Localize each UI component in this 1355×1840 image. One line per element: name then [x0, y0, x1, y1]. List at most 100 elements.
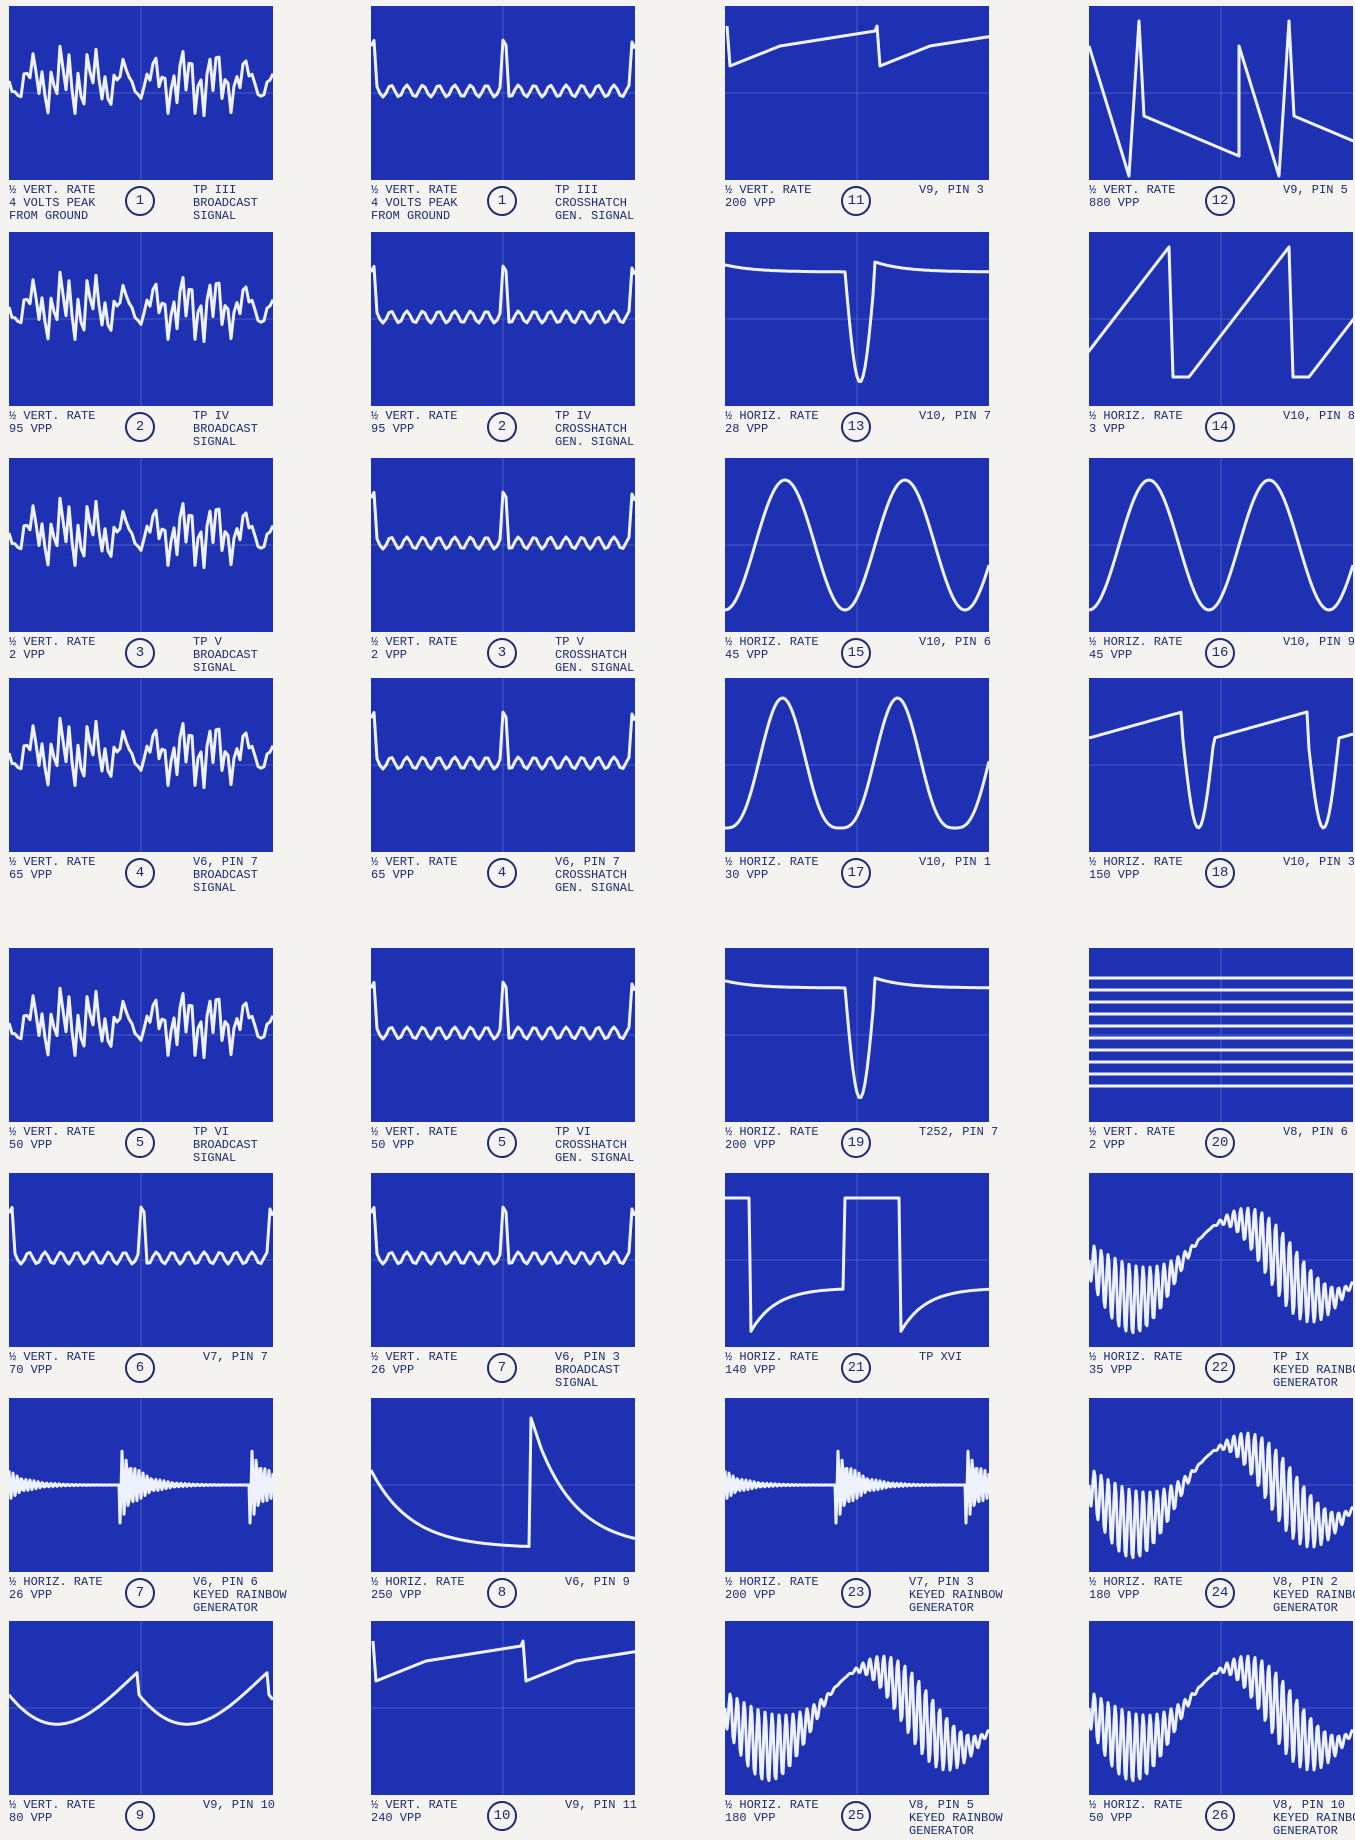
caption-line: GENERATOR — [1273, 1824, 1338, 1838]
caption-right: V8, PIN 6 — [1283, 1126, 1348, 1139]
caption-right: TP V BROADCAST SIGNAL — [193, 636, 258, 675]
caption-line: ½ HORIZ. RATE — [725, 1575, 819, 1589]
caption-left: ½ HORIZ. RATE 3 VPP — [1089, 410, 1183, 436]
caption-line: 2 VPP — [371, 648, 408, 662]
caption-left: ½ HORIZ. RATE 200 VPP — [725, 1576, 819, 1602]
caption-line: TP V — [555, 635, 584, 649]
scope-panel — [725, 1398, 989, 1572]
scope-panel — [725, 1173, 989, 1347]
scope-trace — [9, 458, 273, 632]
graticule — [1089, 678, 1353, 852]
figure-number: 8 — [487, 1578, 517, 1608]
caption-line: CROSSHATCH — [555, 648, 628, 662]
graticule — [1089, 1621, 1353, 1795]
figure-number: 5 — [125, 1128, 155, 1158]
caption-right: V9, PIN 11 — [565, 1799, 637, 1812]
caption-line: 80 VPP — [9, 1811, 53, 1825]
caption-left: ½ VERT. RATE 50 VPP — [9, 1126, 95, 1152]
scope-trace — [371, 1621, 635, 1795]
caption-left: ½ VERT. RATE 95 VPP — [371, 410, 457, 436]
caption-line: BROADCAST — [193, 196, 258, 210]
scope-panel — [725, 458, 989, 632]
caption-line: TP IV — [193, 409, 230, 423]
scope-panel — [9, 1398, 273, 1572]
caption-line: ½ HORIZ. RATE — [1089, 635, 1183, 649]
scope-trace — [725, 458, 989, 632]
figure-number: 2 — [487, 412, 517, 442]
caption-line: ½ VERT. RATE — [371, 1350, 458, 1364]
caption-left: ½ VERT. RATE 80 VPP — [9, 1799, 95, 1825]
scope-panel — [371, 6, 635, 180]
figure-number: 16 — [1205, 638, 1235, 668]
graticule — [725, 678, 989, 852]
figure-number: 26 — [1205, 1801, 1235, 1831]
caption-left: ½ VERT. RATE 200 VPP — [725, 184, 811, 210]
caption-line: TP XVI — [919, 1350, 963, 1364]
scope-trace — [1089, 232, 1353, 406]
scope-panel — [371, 678, 635, 852]
scope-panel — [725, 678, 989, 852]
graticule — [371, 1173, 635, 1347]
caption-left: ½ HORIZ. RATE 45 VPP — [1089, 636, 1183, 662]
waveform — [1089, 1431, 1353, 1560]
caption-line: SIGNAL — [193, 661, 237, 675]
caption-line: TP V — [193, 635, 222, 649]
scope-trace — [1089, 678, 1353, 852]
caption-line: 250 VPP — [371, 1588, 422, 1602]
figure-number: 25 — [841, 1801, 871, 1831]
caption-right: TP IV BROADCAST SIGNAL — [193, 410, 258, 449]
waveform — [371, 980, 635, 1041]
caption-line: ½ VERT. RATE — [9, 409, 96, 423]
graticule — [371, 232, 635, 406]
graticule — [371, 1398, 635, 1572]
caption-right: TP III CROSSHATCH GEN. SIGNAL — [555, 184, 634, 223]
caption-left: ½ HORIZ. RATE 180 VPP — [725, 1799, 819, 1825]
caption-line: 2 VPP — [9, 648, 46, 662]
caption-line: KEYED RAINBOW — [193, 1588, 287, 1602]
scope-panel — [725, 948, 989, 1122]
scope-trace — [9, 1398, 273, 1572]
caption-line: KEYED RAINBOW — [1273, 1811, 1355, 1825]
caption-line: V6, PIN 3 — [555, 1350, 620, 1364]
waveform — [725, 976, 989, 1099]
scope-panel — [1089, 458, 1353, 632]
scope-trace — [371, 458, 635, 632]
scope-trace — [1089, 1621, 1353, 1795]
waveform — [9, 1449, 273, 1525]
caption-line: GEN. SIGNAL — [555, 435, 635, 449]
caption-line: SIGNAL — [193, 881, 237, 895]
scope-trace — [725, 678, 989, 852]
figure-number: 1 — [125, 186, 155, 216]
caption-line: V6, PIN 7 — [555, 855, 620, 869]
scope-trace — [371, 678, 635, 852]
graticule — [371, 678, 635, 852]
caption-right: TP V CROSSHATCH GEN. SIGNAL — [555, 636, 634, 675]
caption-line: 4 VOLTS PEAK — [9, 196, 96, 210]
caption-line: CROSSHATCH — [555, 422, 628, 436]
caption-line: TP III — [193, 183, 237, 197]
caption-line: 140 VPP — [725, 1363, 776, 1377]
waveform — [1089, 478, 1353, 612]
caption-line: KEYED RAINBOW — [1273, 1588, 1355, 1602]
caption-line: 4 VOLTS PEAK — [371, 196, 458, 210]
caption-line: FROM GROUND — [9, 209, 89, 223]
caption-line: ½ VERT. RATE — [371, 1798, 458, 1812]
caption-line: ½ HORIZ. RATE — [1089, 409, 1183, 423]
scope-panel — [9, 232, 273, 406]
figure-number: 18 — [1205, 858, 1235, 888]
caption-line: SIGNAL — [193, 1151, 237, 1165]
caption-left: ½ HORIZ. RATE 35 VPP — [1089, 1351, 1183, 1377]
caption-line: V10, PIN 9 — [1283, 635, 1355, 649]
scope-trace — [725, 1398, 989, 1572]
scope-panel — [1089, 232, 1353, 406]
caption-line: GENERATOR — [909, 1601, 974, 1615]
waveform — [725, 260, 989, 383]
caption-right: V9, PIN 5 — [1283, 184, 1348, 197]
scope-trace — [725, 948, 989, 1122]
figure-number: 7 — [487, 1353, 517, 1383]
caption-line: 3 VPP — [1089, 422, 1126, 436]
caption-line: SIGNAL — [193, 209, 237, 223]
caption-line: V7, PIN 7 — [203, 1350, 268, 1364]
